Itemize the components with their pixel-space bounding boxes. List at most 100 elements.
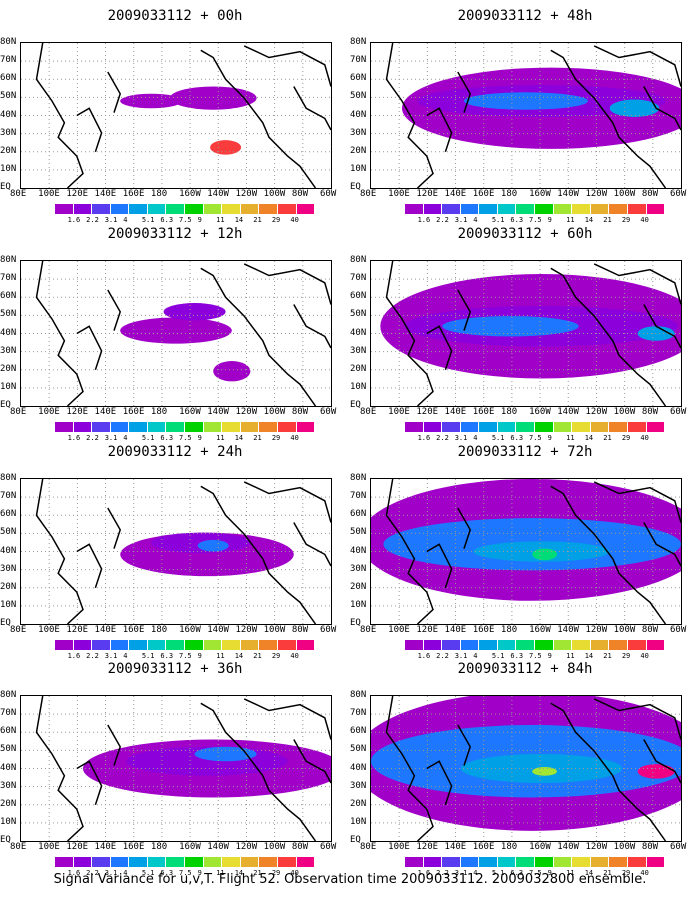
colorbar-swatch [259, 422, 278, 432]
colorbar-swatch [277, 204, 297, 214]
y-tick-label: 40N [350, 327, 367, 338]
colorbar-swatch [222, 640, 241, 650]
colorbar-label: 14 [584, 216, 594, 224]
colorbar-label: 6.3 [160, 216, 174, 224]
colorbar-label: 6.3 [160, 434, 174, 442]
coastline [643, 304, 681, 349]
map-panel [20, 695, 332, 842]
colorbar-swatch [92, 857, 111, 867]
y-tick-label: EQ [350, 182, 361, 192]
y-tick-label: 60N [350, 509, 367, 520]
colorbar-swatch [497, 857, 517, 867]
colorbar-label: 14 [584, 869, 594, 877]
map-panel [370, 260, 682, 407]
y-tick-label: 50N [0, 91, 17, 102]
colorbar-label: 7.5 [179, 869, 192, 877]
colorbar-swatch [535, 640, 554, 650]
colorbar-label: 5.1 [141, 434, 155, 442]
colorbar [405, 204, 666, 214]
colorbar-label: 3.1 [454, 216, 468, 224]
coastline [550, 267, 667, 406]
colorbar-swatch [442, 422, 461, 432]
colorbar-swatch [55, 857, 74, 867]
colorbar-swatch [516, 204, 536, 214]
colorbar-swatch [460, 640, 480, 650]
colorbar-swatch [627, 640, 647, 650]
panel-title: 2009033112 + 60h [457, 226, 593, 242]
y-tick-label: 40N [350, 762, 367, 773]
x-tick-label: 80W [291, 842, 309, 852]
colorbar-swatch [203, 422, 223, 432]
colorbar-label: 1.6 [417, 652, 431, 660]
colorbar-label: 14 [234, 216, 244, 224]
colorbar-swatch [73, 422, 93, 432]
y-tick-label: 60N [0, 509, 17, 520]
x-tick-label: 100W [613, 625, 636, 635]
x-tick-label: 60W [670, 842, 687, 852]
x-tick-label: 120E [66, 625, 89, 635]
coastline [243, 698, 331, 740]
map-panel [20, 478, 332, 625]
y-tick-label: EQ [0, 618, 11, 628]
y-tick-label: 30N [0, 780, 17, 791]
colorbar-swatch [147, 204, 167, 214]
y-tick-label: 10N [350, 599, 367, 610]
colorbar-label: 9 [197, 216, 202, 224]
colorbar-label: 1.6 [417, 434, 431, 442]
x-tick-label: 140W [557, 625, 579, 635]
coastline [643, 86, 681, 131]
colorbar-label: 3.1 [454, 869, 468, 877]
colorbar-label: 4 [123, 869, 128, 877]
x-tick-label: 160E [122, 189, 145, 199]
y-tick-label: EQ [350, 835, 361, 845]
colorbar-label: 9 [197, 652, 202, 660]
colorbar-label: 2.2 [86, 869, 99, 877]
coastline [426, 543, 453, 589]
y-tick-label: EQ [350, 400, 361, 410]
colorbar-swatch [609, 857, 628, 867]
colorbar-swatch [129, 640, 148, 650]
y-tick-label: 40N [0, 545, 17, 556]
x-tick-label: 80E [10, 625, 27, 635]
colorbar-label: 5.1 [491, 216, 505, 224]
colorbar-swatch [185, 857, 204, 867]
y-tick-label: 30N [350, 127, 367, 138]
y-tick-label: 40N [0, 109, 17, 120]
colorbar-swatch [405, 857, 424, 867]
colorbar-label: 6.3 [160, 869, 174, 877]
x-tick-label: 100W [263, 625, 286, 635]
colorbar-swatch [55, 640, 74, 650]
coastline [200, 49, 317, 188]
colorbar-label: 3.1 [104, 869, 118, 877]
coastline [593, 481, 681, 523]
colorbar-label: 3.1 [454, 434, 468, 442]
y-tick-label: 70N [0, 708, 17, 719]
colorbar [55, 640, 316, 650]
colorbar-label: 4 [473, 869, 478, 877]
colorbar-swatch [129, 857, 148, 867]
coastline [243, 481, 331, 523]
colorbar [55, 857, 316, 867]
y-tick-label: 80N [350, 255, 367, 265]
map-svg [21, 479, 331, 624]
colorbar-label: 2.2 [436, 216, 449, 224]
y-tick-label: EQ [350, 618, 361, 628]
colorbar-label: 6.3 [510, 434, 524, 442]
colorbar-label: 5.1 [141, 869, 155, 877]
colorbar-label: 11 [216, 869, 225, 877]
coastline [35, 43, 84, 188]
x-tick-label: 100W [613, 407, 636, 417]
map-panel [20, 42, 332, 189]
coastline [200, 702, 317, 841]
x-tick-label: 140E [94, 407, 117, 417]
panel-title: 2009033112 + 72h [457, 444, 593, 460]
colorbar-label: 40 [640, 434, 649, 442]
colorbar-label: 7.5 [529, 216, 542, 224]
x-tick-label: 180 [500, 189, 518, 199]
map-svg [21, 261, 331, 406]
variance-contour [163, 303, 226, 321]
colorbar-label: 14 [234, 434, 244, 442]
x-tick-label: 80W [291, 407, 309, 417]
y-tick-label: 70N [0, 273, 17, 284]
x-tick-label: 120W [585, 842, 608, 852]
